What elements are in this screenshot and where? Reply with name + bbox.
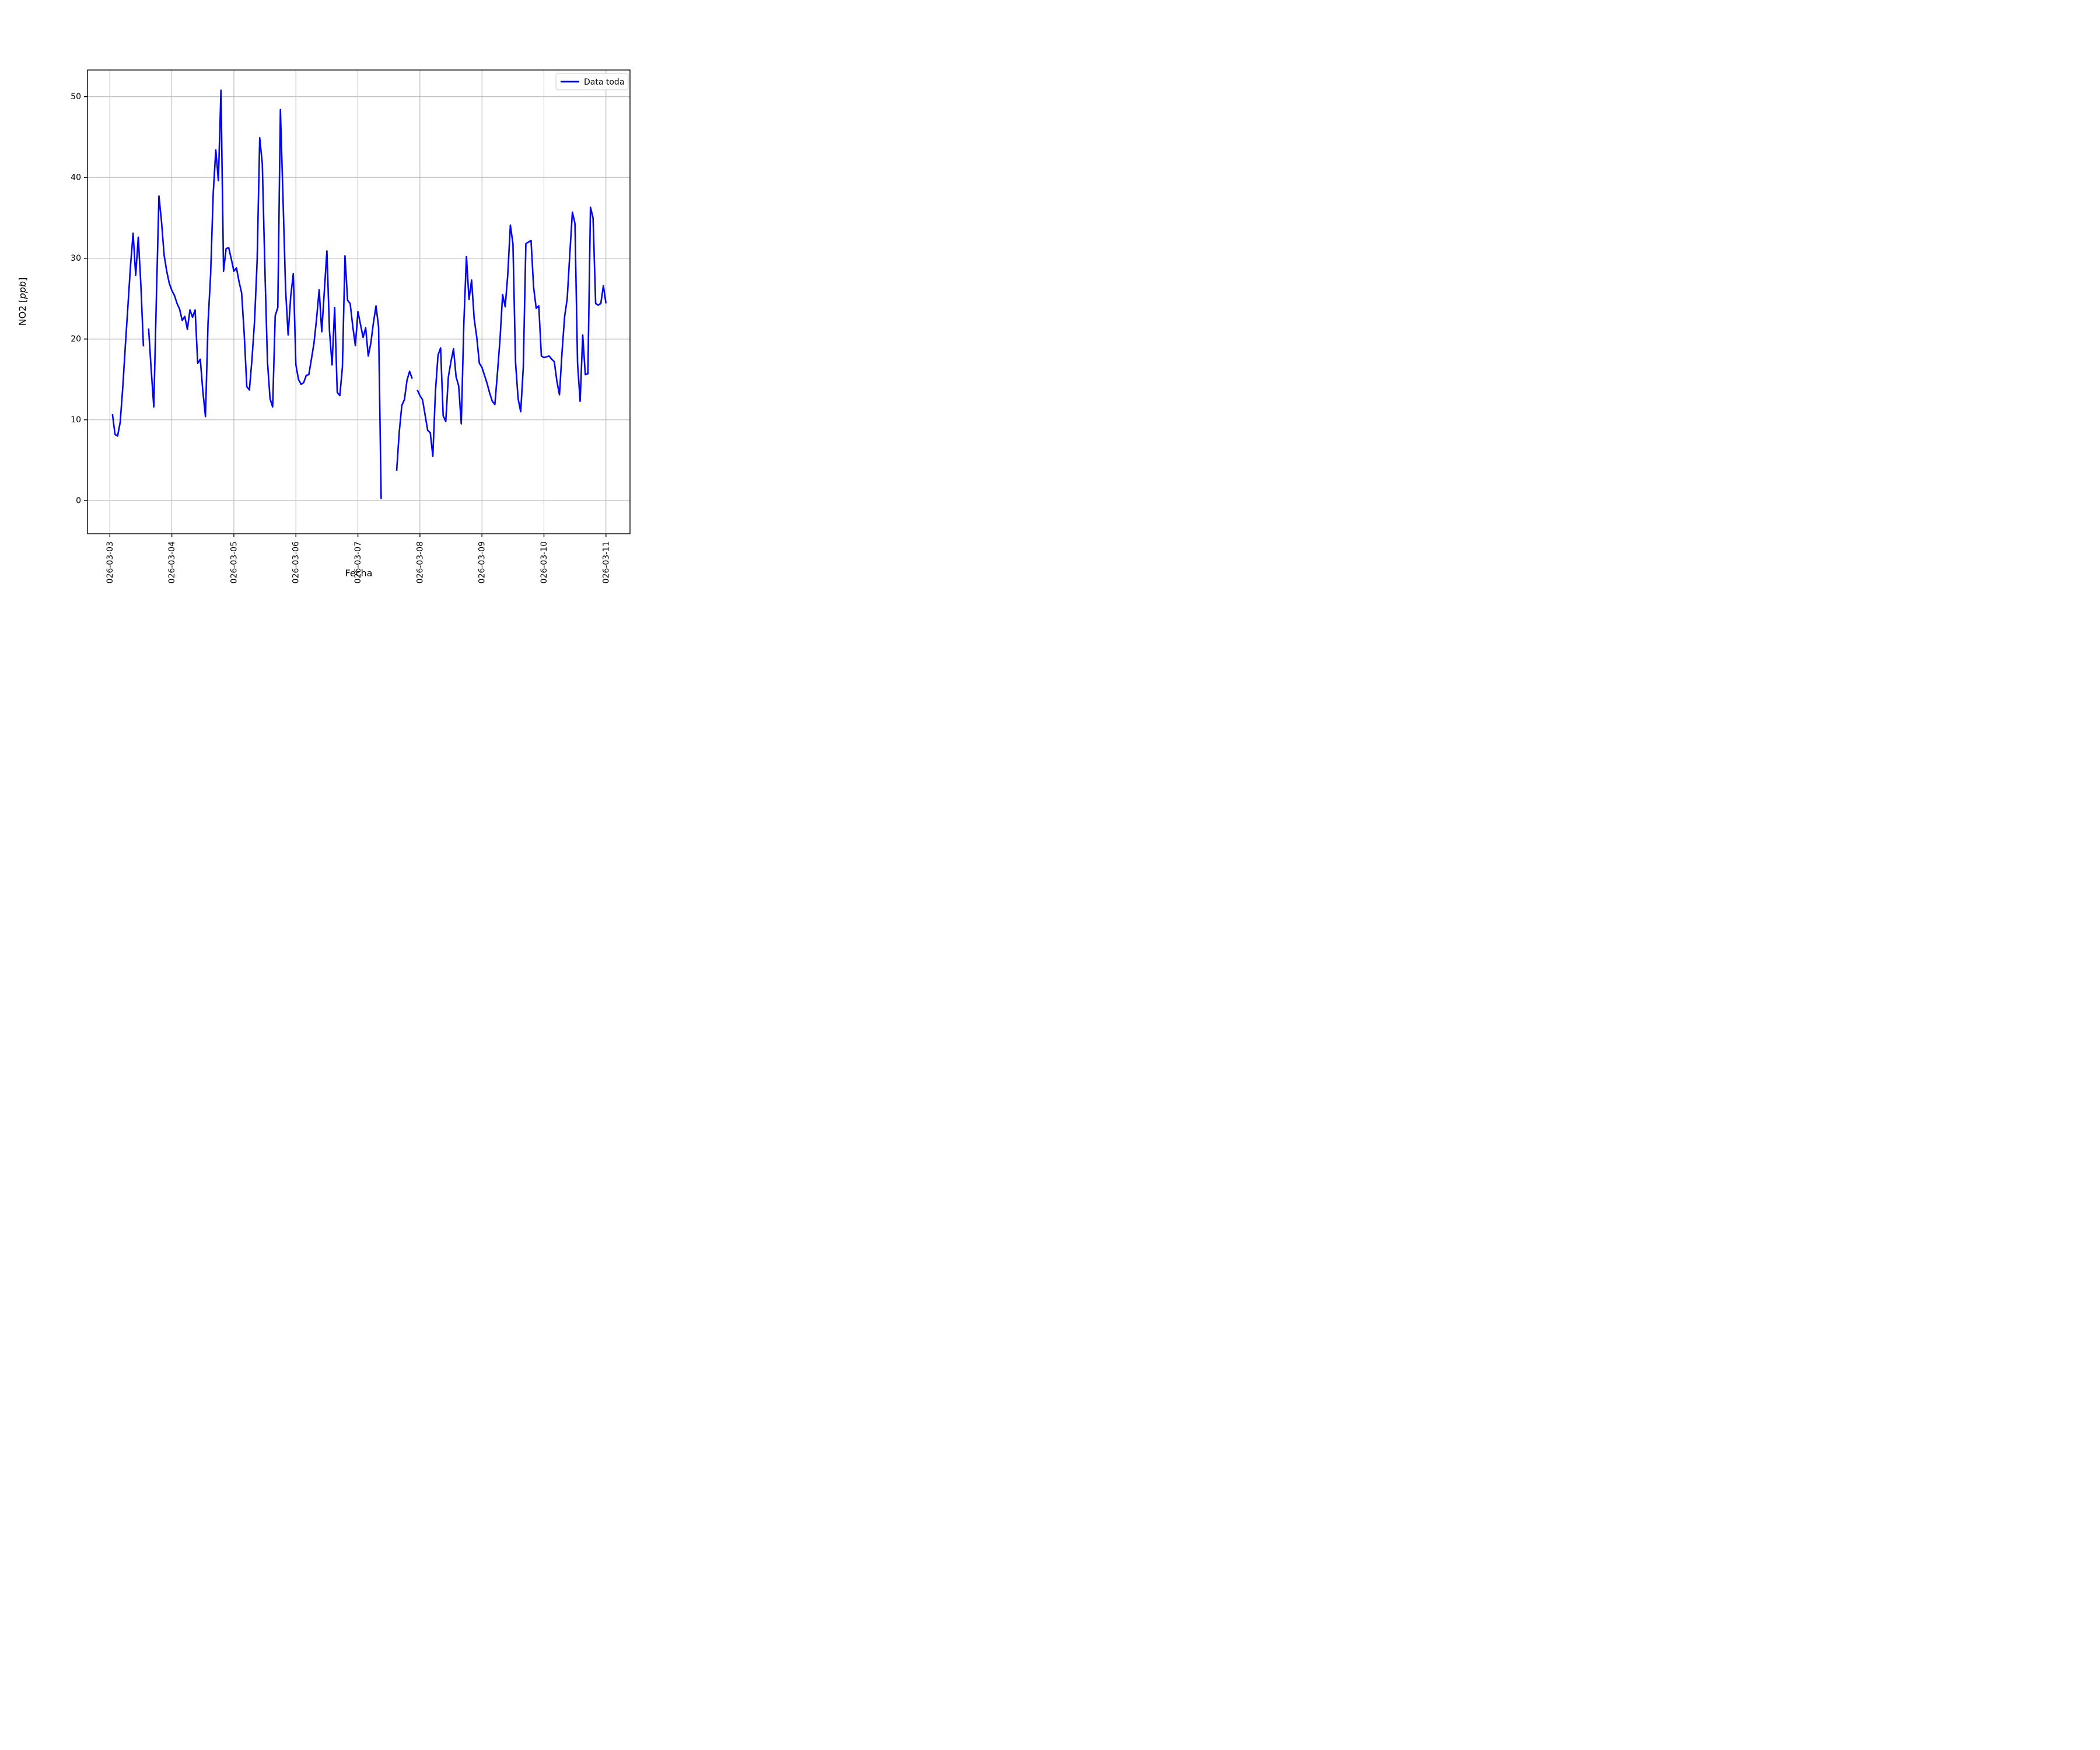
y-tick-labels: 0 10 20 30 40 50 bbox=[71, 92, 81, 506]
data-series bbox=[111, 89, 607, 499]
figure: 2026-03-03 2026-03-04 2026-03-05 2026-03-06… bbox=[0, 0, 700, 589]
x-axis-label: Fecha bbox=[345, 568, 373, 579]
y-tick-label: 40 bbox=[71, 173, 81, 183]
y-axis-label: NO2 [ppb] bbox=[17, 278, 28, 326]
y-tick-label: 30 bbox=[71, 254, 81, 263]
x-tick-label: 2026-03-04 bbox=[167, 541, 177, 583]
y-tick-label: 50 bbox=[71, 92, 81, 102]
x-tick-label: 2026-03-10 bbox=[540, 541, 549, 583]
legend: Data toda bbox=[555, 73, 629, 90]
x-tick-label: 2026-03-09 bbox=[478, 541, 487, 583]
y-tick-label: 0 bbox=[76, 496, 81, 506]
x-tick-label: 2026-03-05 bbox=[229, 541, 239, 583]
x-tick-label: 2026-03-06 bbox=[292, 541, 301, 583]
plot-border bbox=[87, 69, 631, 534]
y-axis-label-unit: ppb bbox=[17, 281, 28, 299]
axis-ticks bbox=[84, 96, 607, 537]
y-tick-label: 20 bbox=[71, 335, 81, 344]
series-line bbox=[396, 370, 413, 471]
x-tick-label: 2026-03-08 bbox=[415, 541, 425, 583]
no2-line-chart: 2026-03-03 2026-03-04 2026-03-05 2026-03-06… bbox=[17, 69, 631, 589]
x-tick-label: 2026-03-11 bbox=[601, 541, 611, 583]
y-tick-label: 10 bbox=[71, 415, 81, 425]
y-axis-label-suffix: ] bbox=[17, 278, 28, 281]
y-axis-label-prefix: NO2 [ bbox=[17, 299, 28, 326]
x-tick-label: 2026-03-03 bbox=[106, 541, 115, 583]
series-line bbox=[416, 206, 607, 457]
series-line bbox=[111, 232, 145, 437]
grid-lines bbox=[88, 70, 630, 534]
x-tick-labels: 2026-03-03 2026-03-04 2026-03-05 2026-03-06… bbox=[106, 541, 611, 589]
series-line bbox=[148, 89, 382, 499]
legend-box bbox=[555, 73, 629, 90]
legend-entry-label: Data toda bbox=[584, 78, 624, 87]
x-tick-label: 2026-03-07 bbox=[354, 541, 363, 583]
